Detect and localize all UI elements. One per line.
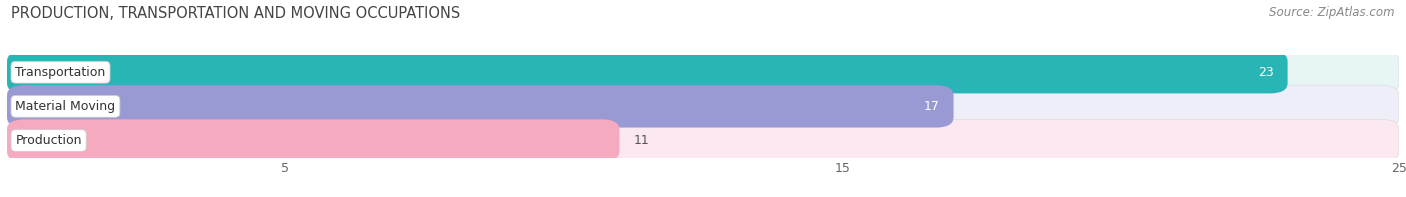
- FancyBboxPatch shape: [7, 119, 620, 162]
- Text: 11: 11: [633, 134, 650, 147]
- Text: Material Moving: Material Moving: [15, 100, 115, 113]
- FancyBboxPatch shape: [7, 51, 1399, 93]
- FancyBboxPatch shape: [7, 85, 1399, 127]
- FancyBboxPatch shape: [7, 119, 1399, 162]
- Text: 23: 23: [1258, 66, 1274, 79]
- FancyBboxPatch shape: [7, 51, 1288, 93]
- Text: Production: Production: [15, 134, 82, 147]
- Text: Source: ZipAtlas.com: Source: ZipAtlas.com: [1270, 6, 1395, 19]
- Text: 17: 17: [924, 100, 939, 113]
- FancyBboxPatch shape: [7, 85, 953, 127]
- Text: PRODUCTION, TRANSPORTATION AND MOVING OCCUPATIONS: PRODUCTION, TRANSPORTATION AND MOVING OC…: [11, 6, 461, 21]
- Text: Transportation: Transportation: [15, 66, 105, 79]
